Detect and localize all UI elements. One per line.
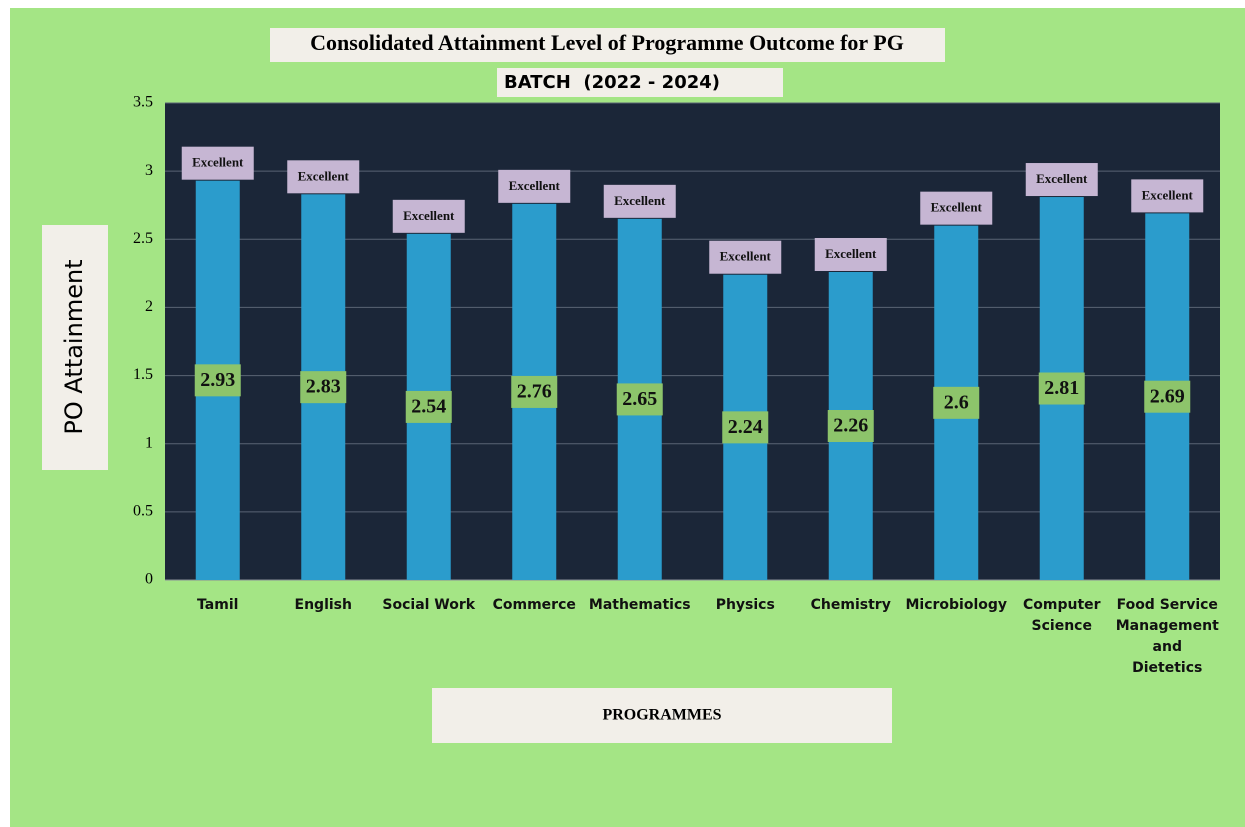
annotation-box [1131,179,1204,213]
annotation-box [603,184,676,218]
annotation-box [181,146,254,180]
y-tick-label: 0 [145,571,153,588]
data-label: 2.81 [1044,377,1079,399]
annotation-box [287,160,360,194]
annotation-box [392,199,465,233]
data-label-box [616,383,663,416]
data-label-box [1144,380,1191,413]
x-tick-label: Microbiology [905,597,1008,613]
data-label: 2.76 [517,381,552,403]
data-label: 2.93 [200,369,235,391]
x-axis-label: PROGRAMMES [602,707,721,724]
data-label: 2.26 [833,415,868,437]
annotation: Excellent [403,208,455,223]
annotation: Excellent [614,193,666,208]
chart-subtitle: BATCH (2022 - 2024) [504,72,720,93]
y-label-box [42,225,108,470]
data-label: 2.83 [306,376,341,398]
data-label: 2.69 [1150,385,1185,407]
annotation: Excellent [192,155,244,170]
data-label-box [1038,372,1085,405]
title-box [270,28,945,62]
y-axis-label: PO Attainment [60,259,88,434]
data-label: 2.6 [944,391,969,413]
x-tick-label: Social Work [382,597,476,613]
annotation: Excellent [509,178,561,193]
chart-title: Consolidated Attainment Level of Program… [310,30,904,55]
x-tick-label: Commerce [492,597,576,613]
x-tick-label: Physics [715,597,775,613]
annotation-box [498,169,571,203]
data-label-box [511,375,558,408]
y-tick-label: 2.5 [133,230,153,247]
annotation: Excellent [825,246,877,261]
data-label-box [300,371,347,404]
subtitle-box [497,68,783,97]
annotation: Excellent [931,200,983,215]
data-label-box [722,411,769,444]
data-label: 2.24 [728,416,763,438]
annotation: Excellent [1142,187,1194,202]
data-label: 2.65 [622,388,657,410]
annotation: Excellent [720,249,772,264]
x-tick-label: Computer Science [1022,597,1101,634]
annotation-box [814,237,887,271]
annotation: Excellent [298,168,350,183]
data-label-box [194,364,241,397]
x-label-box [432,688,892,743]
y-tick-label: 1.5 [133,366,153,383]
y-tick-label: 3 [145,162,153,179]
y-tick-label: 1 [145,434,153,451]
y-tick-label: 0.5 [133,503,153,520]
y-tick-label: 2 [145,298,153,315]
x-tick-label: Food Service Management and Dietetics [1115,597,1219,676]
data-label-box [405,390,452,423]
y-tick-label: 3.5 [133,94,153,111]
annotation: Excellent [1036,171,1088,186]
x-tick-label: Mathematics [588,597,691,613]
data-label-box [933,386,980,419]
annotation-box [920,191,993,225]
annotation-box [709,240,782,274]
x-tick-label: Tamil [197,597,239,613]
data-label-box [827,409,874,442]
annotation-box [1025,163,1098,197]
x-tick-label: Chemistry [810,597,891,613]
x-tick-label: English [294,597,352,613]
data-label: 2.54 [411,396,446,418]
